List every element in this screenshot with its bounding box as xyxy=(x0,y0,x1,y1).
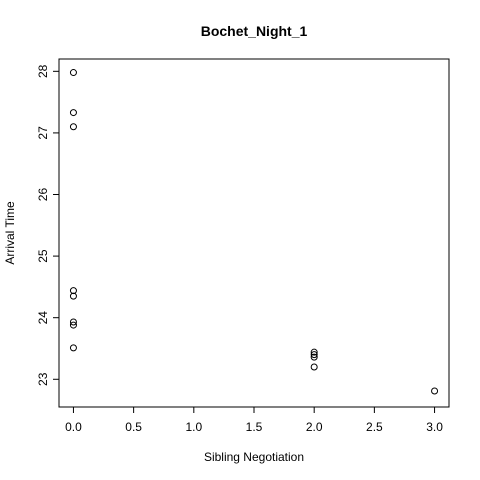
x-tick-label: 0.5 xyxy=(125,420,142,434)
y-tick-label: 24 xyxy=(36,311,50,325)
x-axis: 0.0 0.5 1.0 1.5 2.0 2.5 3.0 xyxy=(65,406,443,434)
data-point xyxy=(69,292,77,300)
data-point xyxy=(69,109,77,117)
y-axis: 23 24 25 26 27 28 xyxy=(36,64,60,386)
data-points xyxy=(69,69,439,395)
y-tick-label: 25 xyxy=(36,249,50,263)
data-point xyxy=(69,69,77,77)
data-point xyxy=(69,123,77,131)
data-point xyxy=(69,321,77,329)
x-tick-label: 0.0 xyxy=(65,420,82,434)
data-point xyxy=(69,318,77,326)
data-point xyxy=(310,348,318,356)
chart-title: Bochet_Night_1 xyxy=(201,23,308,39)
y-tick-label: 27 xyxy=(36,126,50,140)
plot-frame xyxy=(58,58,450,408)
x-tick-label: 2.5 xyxy=(366,420,383,434)
y-tick-label: 26 xyxy=(36,188,50,202)
data-point xyxy=(431,387,439,395)
y-axis-label: Arrival Time xyxy=(3,201,17,265)
data-point xyxy=(69,344,77,352)
data-point xyxy=(310,363,318,371)
y-tick-label: 28 xyxy=(36,64,50,78)
data-point xyxy=(310,353,318,361)
x-tick-label: 1.5 xyxy=(246,420,263,434)
y-tick-label: 23 xyxy=(36,372,50,386)
data-point xyxy=(310,351,318,359)
x-tick-label: 3.0 xyxy=(426,420,443,434)
x-axis-label: Sibling Negotiation xyxy=(204,450,304,464)
x-tick-label: 2.0 xyxy=(306,420,323,434)
x-tick-label: 1.0 xyxy=(185,420,202,434)
